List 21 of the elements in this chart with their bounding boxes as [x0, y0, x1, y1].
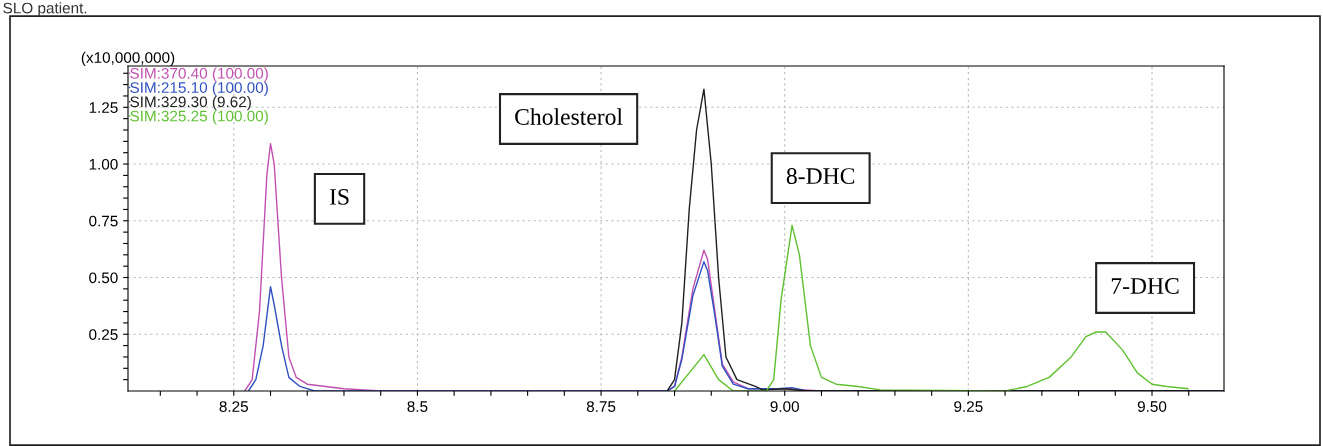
annotation: Cholesterol: [515, 108, 623, 125]
x-tick-label: 9.50: [1137, 401, 1167, 412]
legend-label: SIM:215.10 (100.00): [130, 81, 268, 96]
x-tick-label: 8.75: [586, 401, 616, 412]
y-axis-title: (x10,000,000): [81, 51, 175, 66]
annotation: 8-DHC: [786, 168, 855, 185]
text: SLO patient.: [3, 2, 87, 17]
x-tick-label: 8.25: [219, 401, 249, 412]
y-tick-label: 0.25: [89, 329, 118, 340]
y-tick-label: 0.75: [89, 215, 118, 227]
y-tick-label: 1.00: [89, 158, 118, 170]
x-tick-label: 9.00: [770, 401, 799, 412]
x-tick-label: 9.25: [954, 401, 983, 412]
legend-label: SIM:325.25 (100.00): [130, 110, 268, 125]
legend-label: SIM:329.30 (9.62): [130, 96, 251, 111]
y-tick-label: 1.25: [89, 102, 118, 113]
x-tick-label: 8.5: [407, 401, 428, 412]
y-tick-label: 0.50: [89, 272, 118, 284]
annotation: 7-DHC: [1111, 278, 1179, 294]
legend-label: SIM:370.40 (100.00): [130, 67, 268, 82]
annotation: IS: [329, 188, 349, 205]
